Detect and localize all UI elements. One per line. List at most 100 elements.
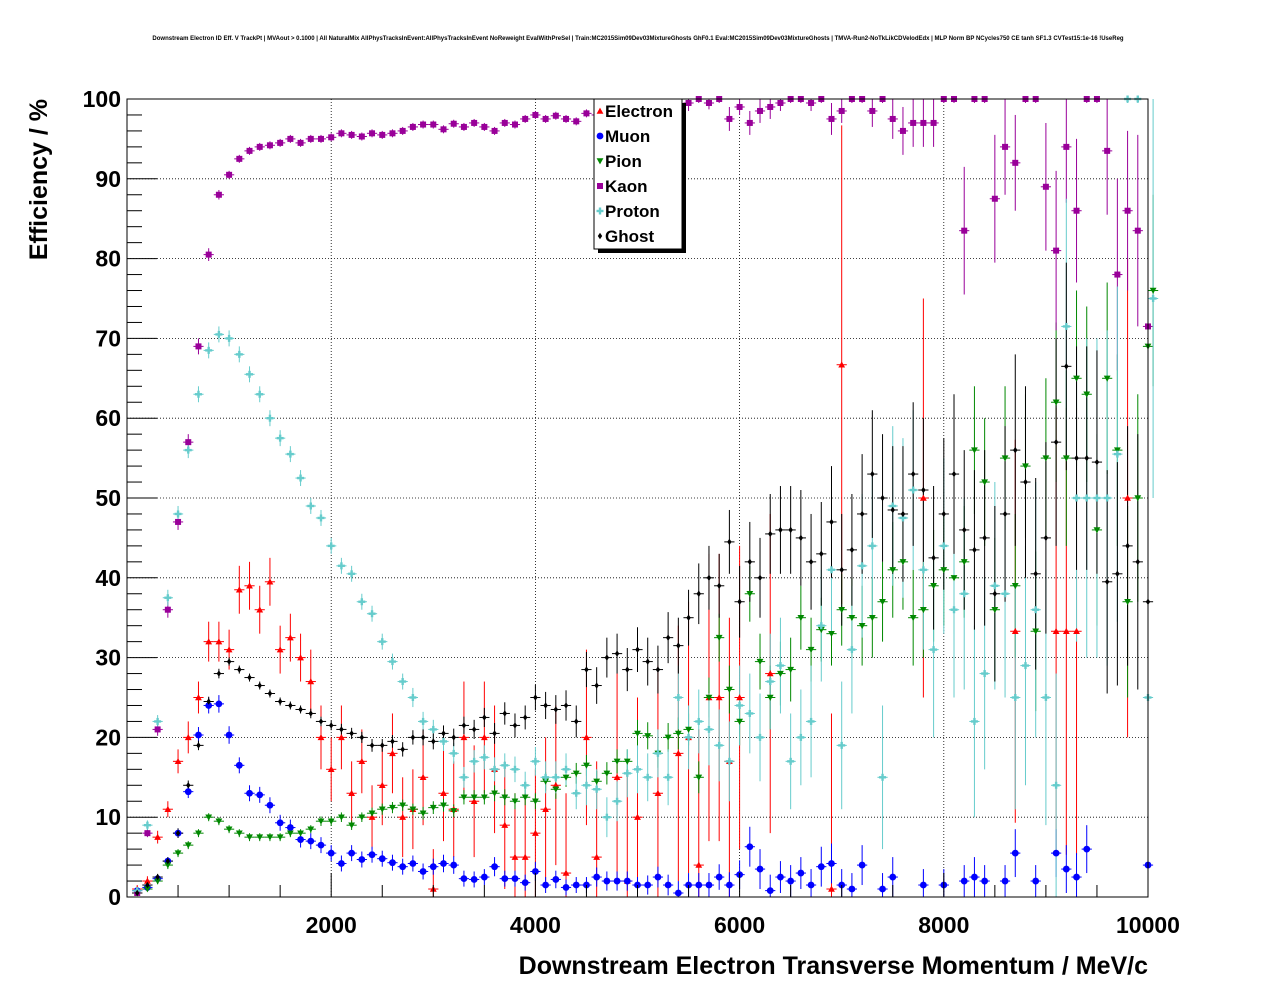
ghost-point xyxy=(349,730,354,737)
ghost-point xyxy=(359,734,365,741)
kaon-point xyxy=(1073,207,1080,214)
ghost-point xyxy=(329,722,334,729)
proton-point xyxy=(695,717,703,725)
cross-bar xyxy=(687,733,690,741)
legend: Electron Muon Pion Kaon Proton Ghost xyxy=(593,98,686,253)
proton-point xyxy=(756,733,764,741)
proton-point xyxy=(164,594,172,602)
ghost-point xyxy=(768,530,773,538)
muon-point xyxy=(378,855,386,863)
proton-point xyxy=(858,562,866,570)
muon-point xyxy=(919,881,927,889)
muon-point xyxy=(327,849,335,857)
cross-bar xyxy=(146,821,149,829)
cross-bar xyxy=(728,757,731,765)
pion-point xyxy=(256,834,264,841)
ghost-point xyxy=(237,666,242,673)
proton-point xyxy=(337,562,345,570)
cross-bar xyxy=(462,773,466,781)
ghost-point xyxy=(962,526,967,534)
ghost-point xyxy=(849,546,855,554)
legend-ghost-label: Ghost xyxy=(605,227,654,246)
pion-point xyxy=(868,614,876,622)
proton-point xyxy=(368,610,376,618)
muon-point xyxy=(440,860,447,867)
muon-point xyxy=(297,836,304,843)
ghost-point xyxy=(1013,446,1018,454)
muon-point xyxy=(389,859,396,867)
electron-point xyxy=(613,773,621,781)
ghost-point xyxy=(461,722,467,729)
legend-electron-marker xyxy=(596,107,604,114)
ghost-point xyxy=(665,634,671,641)
cross-bar xyxy=(963,590,966,598)
proton-point xyxy=(1052,781,1060,789)
legend-pion-label: Pion xyxy=(605,152,642,171)
proton-point xyxy=(736,701,744,709)
proton-point xyxy=(1073,494,1081,502)
ghost-point xyxy=(553,706,559,713)
kaon-point xyxy=(256,143,263,150)
muon-point xyxy=(1052,849,1060,857)
kaon-point xyxy=(399,127,406,134)
ghost-point xyxy=(1053,438,1059,446)
pion-error-bars xyxy=(132,194,1159,895)
pion-point xyxy=(440,802,447,809)
muon-point xyxy=(572,881,580,889)
electron-point xyxy=(399,813,407,820)
pion-point xyxy=(797,614,805,622)
kaon-point xyxy=(1012,159,1019,166)
pion-point xyxy=(409,806,417,813)
proton-point xyxy=(501,761,509,769)
kaon-point xyxy=(767,103,774,110)
kaon-point xyxy=(1124,207,1131,214)
kaon-point xyxy=(215,191,222,198)
proton-point xyxy=(766,678,774,686)
y-tick-label: 20 xyxy=(95,724,121,750)
legend-proton-marker xyxy=(596,207,604,215)
proton-point xyxy=(848,646,856,654)
proton-point xyxy=(776,662,784,670)
cross-bar xyxy=(1095,494,1099,502)
ghost-point xyxy=(604,654,610,661)
electron-point xyxy=(583,734,590,741)
pion-point xyxy=(389,804,396,812)
proton-point xyxy=(225,334,233,342)
ghost-point xyxy=(747,558,753,566)
proton-point xyxy=(930,646,938,654)
proton-point xyxy=(1062,322,1070,330)
electron-point xyxy=(266,578,274,585)
pion-point xyxy=(338,814,345,821)
ghost-point xyxy=(226,658,232,665)
electron-point xyxy=(1052,627,1060,634)
electron-point xyxy=(419,773,427,781)
proton-point xyxy=(1011,694,1019,701)
x-tick-label: 10000 xyxy=(1116,912,1180,938)
muon-point xyxy=(338,860,345,867)
ghost-point xyxy=(196,742,201,749)
ghost-point xyxy=(471,726,477,733)
ghost-point xyxy=(921,486,926,494)
ghost-point xyxy=(298,706,303,713)
muon-point xyxy=(1032,877,1040,885)
kaon-point xyxy=(542,115,549,122)
kaon-point xyxy=(409,123,416,130)
pion-point xyxy=(1124,599,1131,606)
muon-point xyxy=(797,869,805,877)
cross-bar xyxy=(319,514,323,522)
ghost-point xyxy=(165,857,171,865)
cross-bar xyxy=(1075,494,1078,502)
ghost-point xyxy=(339,726,344,733)
ghost-point xyxy=(563,702,569,709)
ghost-point xyxy=(543,702,548,709)
muon-point xyxy=(409,860,417,867)
cross-bar xyxy=(1116,450,1119,458)
pion-point xyxy=(634,730,641,737)
proton-point xyxy=(940,542,948,550)
proton-point xyxy=(909,486,917,494)
ghost-point xyxy=(655,666,661,673)
ghost-point xyxy=(951,470,957,478)
cross-bar xyxy=(677,694,680,701)
x-axis-label: Downstream Electron Transverse Momentum … xyxy=(519,952,1148,980)
cross-bar xyxy=(585,781,588,789)
